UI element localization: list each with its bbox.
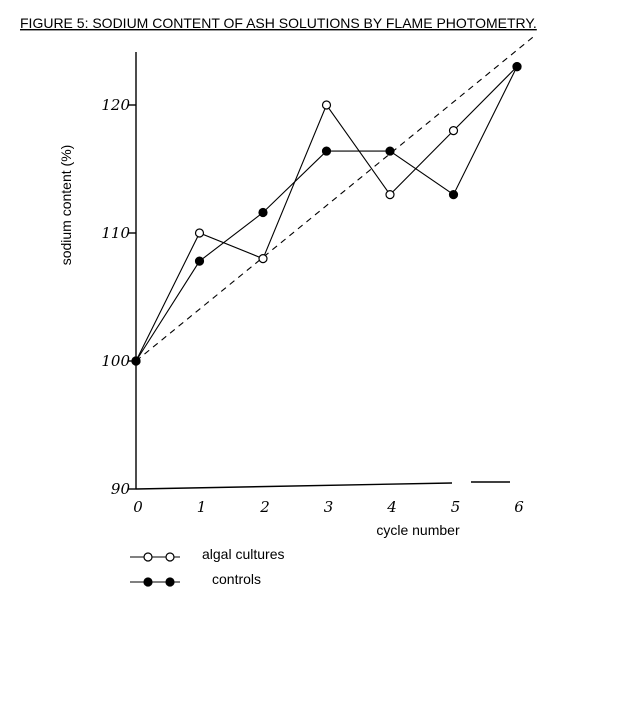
y-axis-label: sodium content (%) [58, 145, 74, 266]
legend-marker-filled [165, 577, 175, 587]
x-tick-label: 0 [133, 498, 143, 516]
trend-line [135, 34, 537, 362]
x-tick-label: 1 [197, 498, 207, 516]
data-point-open [258, 254, 268, 264]
x-tick-label: 2 [259, 498, 270, 516]
legend-label: algal cultures [202, 546, 285, 562]
y-tick-label: 100 [101, 352, 130, 370]
legend-label: controls [212, 571, 261, 587]
series-group [131, 61, 522, 366]
data-point-open [385, 190, 395, 200]
y-tick-label: 90 [111, 480, 131, 498]
data-point-filled [512, 61, 522, 72]
x-axis [135, 482, 453, 490]
legend-marker-open [165, 552, 175, 562]
data-point-filled [194, 256, 205, 266]
legend-marker-open [143, 552, 153, 562]
axes [135, 52, 510, 490]
data-point-open [448, 126, 459, 136]
data-point-filled [448, 190, 459, 200]
data-point-filled [258, 207, 268, 218]
legend: algal cultures controls [130, 546, 285, 587]
x-tick-label: 5 [451, 498, 461, 516]
data-point-filled [321, 146, 332, 156]
y-tick-label: 110 [101, 224, 130, 242]
x-tick-label: 4 [386, 498, 397, 516]
data-point-filled [385, 146, 395, 156]
x-tick-label: 6 [514, 498, 524, 516]
y-tick-label: 120 [101, 96, 130, 114]
series-line-algal-cultures [135, 66, 518, 362]
x-axis-label: cycle number [376, 522, 460, 538]
series-line-controls [135, 66, 518, 362]
tick-labels: 90 100 110 120 0 1 2 3 4 5 6 [101, 96, 524, 516]
chart-title: FIGURE 5: SODIUM CONTENT OF ASH SOLUTION… [20, 15, 537, 31]
trend-line-group [135, 34, 537, 362]
data-point-open [321, 100, 332, 110]
x-tick-label: 3 [324, 498, 334, 516]
data-point-open [194, 228, 205, 238]
data-point-filled [131, 356, 141, 366]
legend-marker-filled [143, 577, 153, 587]
